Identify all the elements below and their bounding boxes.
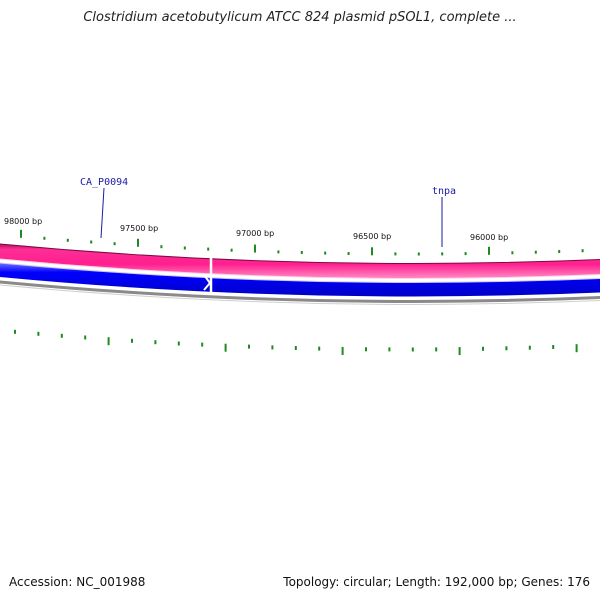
position-ticks: 98000 bp 97500 bp 97000 bp 96500 bp 9600… bbox=[4, 217, 508, 242]
gc-bar bbox=[294, 346, 297, 350]
gc-bar bbox=[552, 345, 555, 349]
gc-bar bbox=[230, 248, 233, 252]
gc-bar bbox=[581, 249, 584, 253]
gc-bar bbox=[43, 236, 46, 240]
gc-bar bbox=[137, 238, 139, 247]
gc-bar bbox=[365, 347, 367, 352]
gc-bar bbox=[224, 343, 227, 352]
gc-bar bbox=[14, 329, 16, 334]
gc-bar bbox=[177, 341, 180, 346]
gc-bar bbox=[505, 346, 508, 351]
gc-bar bbox=[435, 347, 438, 352]
accession-label: Accession: NC_001988 bbox=[9, 575, 146, 589]
forward-strand-track[interactable] bbox=[0, 243, 600, 279]
gc-bar bbox=[183, 246, 186, 250]
gc-bar bbox=[300, 251, 303, 254]
gc-bar bbox=[84, 335, 87, 340]
gene-annotation-ca-p0094[interactable]: CA_P0094 bbox=[80, 177, 128, 239]
gc-bar bbox=[20, 229, 22, 238]
reverse-strand-track[interactable] bbox=[0, 262, 600, 297]
tick-label-98000: 98000 bp bbox=[4, 217, 42, 226]
gc-content-bars-upper bbox=[20, 229, 584, 256]
gc-bar bbox=[113, 242, 116, 246]
tick-label-97500: 97500 bp bbox=[120, 224, 158, 233]
gc-bar bbox=[394, 252, 397, 256]
gc-bar bbox=[107, 337, 110, 346]
gene-annotation-tnpa[interactable]: tnpa bbox=[432, 186, 456, 247]
gc-bar bbox=[66, 238, 69, 242]
page-title: Clostridium acetobutylicum ATCC 824 plas… bbox=[83, 10, 517, 25]
gc-bar bbox=[558, 250, 561, 253]
gc-bar bbox=[464, 252, 467, 256]
gc-content-bars-lower bbox=[14, 329, 578, 356]
gc-bar bbox=[201, 342, 204, 347]
gc-bar bbox=[341, 347, 344, 355]
gc-bar bbox=[388, 347, 391, 352]
gc-bar bbox=[154, 340, 157, 345]
gc-bar bbox=[271, 345, 274, 350]
gc-bar bbox=[528, 345, 531, 350]
gc-bar bbox=[575, 344, 578, 353]
gc-bar bbox=[324, 251, 327, 255]
gc-bar bbox=[441, 252, 444, 256]
tick-label-96000: 96000 bp bbox=[470, 233, 508, 242]
gc-bar bbox=[347, 252, 350, 255]
gc-bar bbox=[37, 331, 40, 336]
gc-bar bbox=[318, 346, 321, 351]
gc-bar bbox=[60, 333, 63, 338]
gc-bar bbox=[160, 245, 163, 249]
gc-bar bbox=[248, 344, 250, 349]
gc-bar bbox=[417, 252, 420, 256]
gc-bar bbox=[534, 250, 537, 254]
backbone-line bbox=[0, 280, 600, 305]
tick-label-96500: 96500 bp bbox=[353, 232, 391, 241]
gc-bar bbox=[131, 338, 133, 343]
gc-bar bbox=[90, 240, 93, 244]
gc-bar bbox=[488, 246, 490, 255]
tick-label-97000: 97000 bp bbox=[236, 229, 274, 238]
topology-summary: Topology: circular; Length: 192,000 bp; … bbox=[283, 575, 590, 589]
gene-label-tnpa[interactable]: tnpa bbox=[432, 186, 456, 197]
gc-bar bbox=[254, 244, 256, 253]
gene-boundary-marker bbox=[203, 258, 213, 292]
gc-bar bbox=[482, 346, 484, 351]
gc-bar bbox=[511, 251, 514, 255]
gc-bar bbox=[207, 247, 210, 251]
gc-bar bbox=[458, 347, 461, 356]
gc-bar bbox=[411, 347, 414, 352]
gene-label-ca-p0094[interactable]: CA_P0094 bbox=[80, 177, 128, 188]
gc-bar bbox=[371, 247, 373, 256]
gc-bar bbox=[277, 250, 280, 254]
